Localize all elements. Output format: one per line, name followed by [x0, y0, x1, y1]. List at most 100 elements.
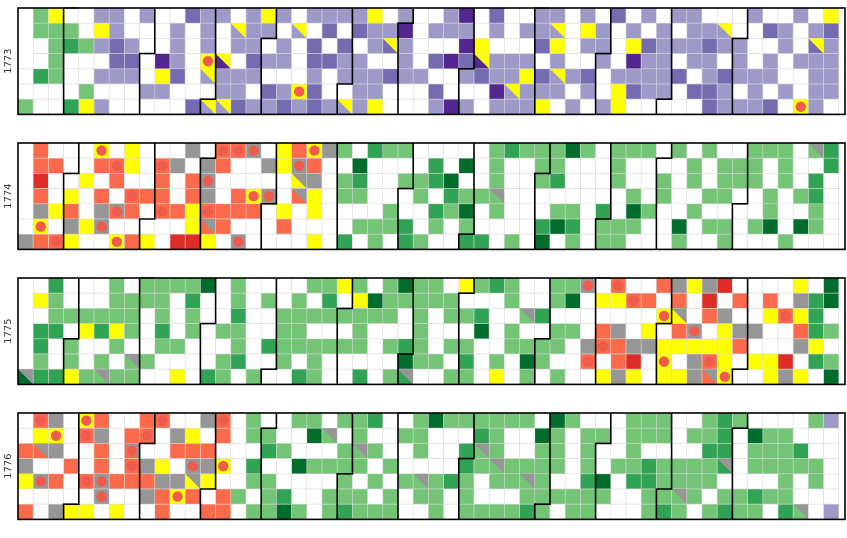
day-cell — [215, 292, 232, 309]
day-cell — [595, 142, 612, 159]
day-cell — [686, 503, 703, 520]
day-cell — [169, 233, 186, 250]
day-cell — [792, 338, 809, 355]
month-boundary — [594, 8, 612, 115]
day-cell — [823, 203, 840, 220]
day-cell — [762, 443, 779, 459]
day-cell — [139, 412, 156, 429]
day-cell — [336, 157, 353, 174]
month-boundary — [594, 413, 612, 520]
day-cell — [78, 443, 95, 459]
day-cell — [78, 53, 95, 70]
day-cell — [32, 38, 49, 54]
day-cell — [306, 412, 323, 429]
day-cell — [184, 188, 201, 205]
day-cell — [336, 473, 353, 490]
event-marker — [35, 476, 46, 487]
day-cell — [792, 323, 809, 340]
month-boundary — [457, 8, 475, 115]
day-cell — [245, 218, 262, 235]
day-cell — [108, 7, 125, 24]
day-cell — [808, 157, 824, 174]
day-cell — [78, 458, 95, 475]
day-cell — [762, 38, 779, 54]
day-cell — [534, 473, 551, 490]
day-cell — [352, 473, 368, 490]
day-cell — [382, 203, 399, 220]
day-cell — [458, 38, 475, 54]
day-cell — [200, 458, 216, 475]
day-cell — [184, 53, 201, 70]
day-cell — [808, 338, 824, 355]
day-cell — [640, 308, 657, 324]
day-cell — [367, 83, 384, 100]
day-cell — [352, 323, 368, 340]
day-cell — [412, 427, 429, 444]
day-cell — [640, 292, 657, 309]
day-cell — [701, 308, 718, 324]
day-cell — [732, 443, 748, 459]
day-cell — [534, 277, 551, 294]
day-cell — [200, 233, 216, 250]
month-boundary — [731, 143, 749, 250]
day-cell — [200, 83, 216, 100]
day-cell — [17, 233, 34, 250]
day-cell — [428, 353, 444, 370]
day-cell — [549, 233, 566, 250]
month-boundary — [138, 413, 156, 520]
day-cell — [276, 427, 292, 444]
month-boundary — [199, 278, 217, 385]
day-cell — [291, 98, 308, 115]
day-cell — [473, 218, 490, 235]
day-cell — [640, 142, 657, 159]
day-cell — [397, 7, 414, 24]
day-cell — [32, 233, 49, 250]
day-cell — [215, 188, 232, 205]
day-cell — [78, 98, 95, 115]
day-cell — [428, 188, 444, 205]
day-cell — [169, 83, 186, 100]
day-cell — [154, 338, 171, 355]
day-cell — [473, 38, 490, 54]
day-cell — [108, 427, 125, 444]
day-cell — [412, 233, 429, 250]
day-cell — [473, 503, 490, 520]
day-cell — [139, 53, 156, 70]
day-cell — [443, 22, 460, 39]
day-cell — [124, 323, 140, 340]
day-cell — [671, 203, 688, 220]
day-cell — [534, 353, 551, 370]
day-cell — [564, 323, 581, 340]
day-cell — [397, 233, 414, 250]
half-day-marker — [63, 219, 79, 235]
day-cell — [504, 22, 520, 39]
day-cell — [777, 68, 794, 85]
day-cell — [428, 427, 444, 444]
day-cell — [625, 7, 642, 24]
day-cell — [367, 157, 384, 174]
day-cell — [656, 233, 672, 250]
day-cell — [580, 157, 596, 174]
day-cell — [595, 503, 612, 520]
day-cell — [215, 277, 232, 294]
day-cell — [716, 203, 733, 220]
day-cell — [352, 83, 368, 100]
day-cell — [108, 277, 125, 294]
day-cell — [488, 292, 505, 309]
day-cell — [63, 98, 80, 115]
day-cell — [671, 98, 688, 115]
event-marker — [81, 415, 92, 426]
day-cell — [108, 98, 125, 115]
day-cell — [534, 323, 551, 340]
day-cell — [458, 427, 475, 444]
day-cell — [17, 98, 34, 115]
day-cell — [108, 368, 125, 385]
day-cell — [504, 488, 520, 505]
day-cell — [260, 98, 277, 115]
day-cell — [732, 22, 748, 39]
day-cell — [671, 22, 688, 39]
day-cell — [671, 233, 688, 250]
day-cell — [78, 38, 95, 54]
day-cell — [291, 503, 308, 520]
day-cell — [108, 503, 125, 520]
